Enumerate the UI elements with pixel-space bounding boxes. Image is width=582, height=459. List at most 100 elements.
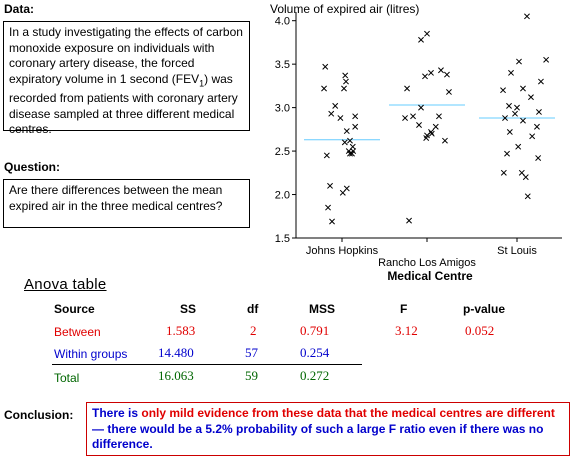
data-point-stroke — [418, 104, 424, 111]
data-point-stroke — [327, 182, 333, 189]
anova-total-mss: 0.272 — [300, 368, 330, 383]
data-point — [418, 36, 424, 43]
data-point — [436, 113, 442, 120]
data-point — [323, 152, 330, 159]
data-point-stroke — [502, 115, 508, 121]
data-point — [512, 110, 518, 117]
data-point — [524, 193, 531, 200]
data-point — [518, 169, 525, 176]
data-point-stroke — [332, 102, 339, 109]
data-point-stroke — [343, 185, 350, 192]
x-tick-label: Johns Hopkins — [306, 245, 379, 257]
y-tick-label: 2.5 — [275, 146, 290, 158]
anova-header-f: F — [400, 302, 408, 316]
data-point — [443, 71, 450, 78]
anova-total-ss: 16.063 — [158, 368, 194, 383]
x-tick-label: Rancho Los Amigos — [378, 257, 476, 269]
data-point — [506, 129, 513, 135]
data-point — [537, 78, 544, 85]
data-point — [529, 133, 536, 140]
anova-header-mss: MSS — [309, 302, 336, 316]
data-point-stroke — [506, 102, 512, 109]
data-point-stroke — [321, 85, 327, 92]
data-point — [533, 123, 540, 130]
data-point — [343, 185, 350, 192]
data-point-stroke — [436, 113, 442, 120]
data-point-stroke — [535, 155, 542, 161]
data-point — [416, 122, 422, 128]
scatter-chart: Volume of expired air (litres) 1.5 2.0 2.5… — [270, 2, 562, 283]
data-point-stroke — [428, 69, 434, 76]
data-point-stroke — [535, 109, 542, 115]
anova-within-ss: 14.480 — [158, 345, 194, 360]
anova-between-ss: 1.583 — [166, 323, 196, 338]
data-point-stroke — [537, 78, 544, 85]
data-point — [404, 85, 411, 92]
data-point — [524, 13, 530, 20]
data-point-stroke — [524, 193, 531, 200]
data-point — [321, 85, 327, 92]
data-point — [349, 150, 355, 157]
conclusion-text-highlight: only mild evidence from these data that … — [141, 406, 555, 420]
data-point-stroke — [347, 137, 353, 144]
data-point-stroke — [410, 113, 416, 120]
data-point — [341, 139, 348, 146]
data-point-stroke — [329, 218, 335, 225]
data-point-stroke — [322, 63, 329, 70]
data-point-stroke — [518, 169, 525, 176]
data-point — [506, 102, 512, 109]
data-point-stroke — [514, 104, 520, 111]
data-point-stroke — [402, 115, 409, 121]
data-point — [418, 104, 424, 111]
anova-total-divider — [52, 364, 362, 365]
data-point — [442, 137, 448, 144]
data-point-stroke — [406, 217, 412, 224]
conclusion-text-start: There is — [92, 406, 142, 420]
chart-mean-lines — [304, 104, 555, 141]
data-point-stroke — [524, 13, 530, 20]
conclusion-box: There is only mild evidence from these d… — [86, 402, 570, 456]
data-heading: Data: — [4, 2, 35, 16]
data-description-box: In a study investigating the effects of … — [3, 21, 250, 136]
data-point — [520, 85, 526, 92]
data-point — [332, 102, 339, 109]
data-point-stroke — [506, 129, 513, 135]
anova-header-source: Source — [54, 302, 95, 316]
anova-within-df: 57 — [245, 345, 258, 360]
data-point — [500, 169, 507, 176]
data-point-stroke — [520, 117, 526, 124]
data-point — [352, 123, 359, 130]
data-point — [329, 218, 335, 225]
data-point-stroke — [442, 137, 448, 144]
data-point-stroke — [533, 123, 540, 130]
chart-title: Volume of expired air (litres) — [270, 2, 419, 16]
data-point-stroke — [323, 152, 330, 159]
data-point — [520, 117, 526, 124]
data-point — [428, 69, 434, 76]
data-point-stroke — [343, 128, 350, 135]
data-point — [432, 123, 439, 130]
data-point-stroke — [343, 78, 349, 85]
data-point-stroke — [342, 72, 349, 79]
data-point — [423, 135, 430, 141]
data-point-stroke — [337, 115, 344, 121]
data-point-stroke — [500, 169, 507, 176]
question-box: Are there differences between the mean e… — [3, 179, 250, 228]
data-point-stroke — [424, 30, 430, 37]
anova-between-source: Between — [54, 325, 101, 339]
data-point-stroke — [432, 123, 439, 130]
data-point — [343, 78, 349, 85]
data-description-text-end: ) was recorded from patients with corona… — [9, 71, 238, 137]
data-point-stroke — [512, 110, 518, 117]
data-point — [327, 182, 333, 189]
data-point — [504, 150, 510, 157]
question-heading: Question: — [4, 160, 60, 174]
data-point-stroke — [341, 139, 348, 146]
data-point-stroke — [416, 122, 422, 128]
anova-between-mss: 0.791 — [300, 323, 330, 338]
data-point-stroke — [341, 85, 347, 92]
data-point-stroke — [418, 36, 424, 43]
y-tick-label: 3.5 — [275, 59, 290, 71]
chart-x-axis-label: Medical Centre — [387, 269, 473, 283]
anova-header-ss: SS — [180, 302, 197, 316]
